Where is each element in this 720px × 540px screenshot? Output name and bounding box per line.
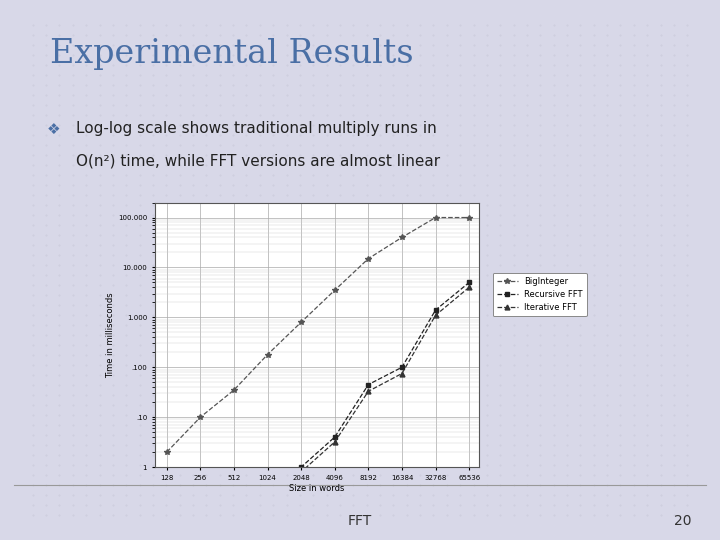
Recursive FFT (163, 522, 171, 528)
Text: FFT: FFT (348, 514, 372, 528)
Text: Experimental Results: Experimental Results (50, 38, 414, 70)
Text: Log-log scale shows traditional multiply runs in: Log-log scale shows traditional multiply… (76, 122, 436, 137)
Recursive FFT (264, 477, 272, 483)
BigInteger (330, 287, 339, 293)
Text: 20: 20 (674, 514, 691, 528)
Line: Iterative FFT: Iterative FFT (164, 285, 472, 535)
BigInteger (431, 214, 440, 221)
Line: Recursive FFT: Recursive FFT (164, 280, 472, 527)
BigInteger (196, 414, 204, 421)
Text: O(n²) time, while FFT versions are almost linear: O(n²) time, while FFT versions are almos… (76, 154, 440, 169)
X-axis label: Size in words: Size in words (289, 483, 344, 492)
Text: ❖: ❖ (47, 122, 60, 137)
Recursive FFT (465, 279, 474, 286)
BigInteger (297, 319, 305, 326)
BigInteger (264, 352, 272, 358)
Iterative FFT (465, 284, 474, 291)
Legend: BigInteger, Recursive FFT, Iterative FFT: BigInteger, Recursive FFT, Iterative FFT (492, 273, 587, 316)
Recursive FFT (230, 497, 238, 503)
Iterative FFT (163, 529, 171, 535)
Recursive FFT (397, 364, 406, 370)
BigInteger (465, 214, 474, 221)
Iterative FFT (364, 388, 373, 395)
Line: BigInteger: BigInteger (164, 215, 472, 455)
Iterative FFT (431, 312, 440, 319)
Iterative FFT (397, 370, 406, 377)
BigInteger (230, 387, 238, 393)
Iterative FFT (196, 516, 204, 523)
Iterative FFT (297, 469, 305, 475)
Iterative FFT (264, 483, 272, 489)
Iterative FFT (330, 438, 339, 445)
BigInteger (397, 234, 406, 241)
Recursive FFT (330, 434, 339, 440)
BigInteger (163, 449, 171, 455)
Y-axis label: Time in milliseconds: Time in milliseconds (106, 292, 115, 377)
BigInteger (364, 255, 373, 262)
Recursive FFT (196, 510, 204, 516)
Recursive FFT (431, 307, 440, 313)
Recursive FFT (297, 464, 305, 470)
Iterative FFT (230, 501, 238, 508)
Recursive FFT (364, 381, 373, 388)
